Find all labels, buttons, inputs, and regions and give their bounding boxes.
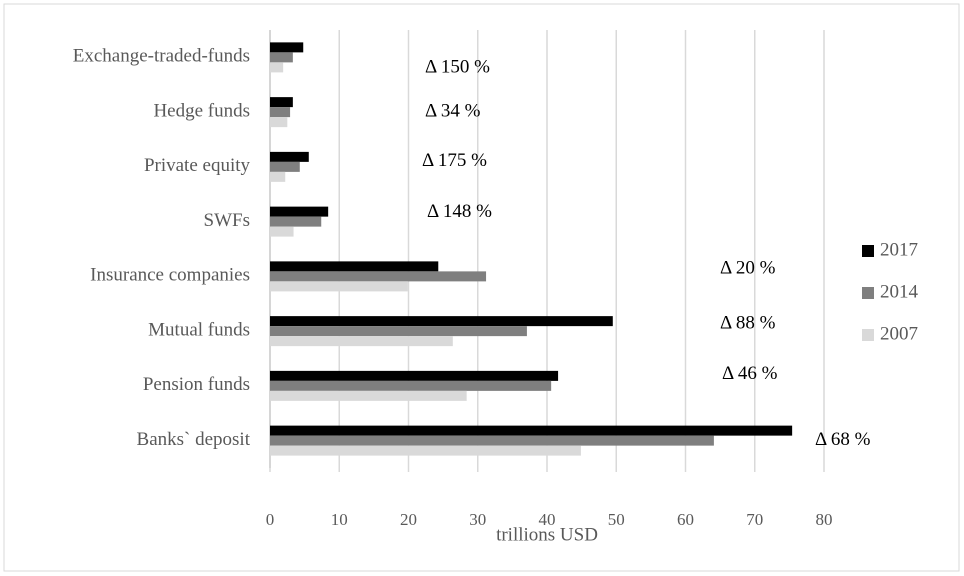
bar	[270, 171, 286, 182]
y-tick-label: Pension funds	[143, 374, 250, 395]
bar	[270, 216, 322, 227]
chart-frame	[3, 3, 960, 572]
bar	[270, 161, 300, 172]
legend-label: 2017	[880, 239, 918, 260]
x-tick-label: 50	[608, 510, 625, 529]
bar	[270, 380, 552, 391]
bar	[270, 97, 293, 108]
bar	[270, 226, 294, 237]
legend-label: 2014	[880, 281, 919, 302]
bar	[270, 52, 293, 63]
y-tick-label: Private equity	[144, 155, 251, 176]
legend-label: 2007	[880, 323, 918, 344]
bar	[270, 390, 467, 401]
legend-swatch	[862, 245, 874, 257]
bar	[270, 151, 309, 162]
annotation: Δ 20 %	[720, 258, 776, 279]
y-tick-label: Insurance companies	[90, 265, 250, 286]
bar	[270, 281, 408, 292]
x-tick-label: 10	[331, 510, 348, 529]
annotation: Δ 150 %	[425, 57, 490, 78]
y-tick-label: Exchange-traded-funds	[73, 46, 250, 67]
x-tick-label: 60	[677, 510, 694, 529]
y-tick-label: Banks` deposit	[137, 429, 251, 450]
bar	[270, 62, 284, 73]
legend-swatch	[862, 287, 874, 299]
bar	[270, 42, 304, 53]
annotation: Δ 175 %	[422, 150, 487, 171]
bar	[270, 206, 329, 217]
annotation: Δ 34 %	[425, 100, 481, 121]
bar	[270, 336, 453, 347]
x-tick-label: 80	[816, 510, 833, 529]
annotation: Δ 148 %	[427, 201, 492, 222]
annotation: Δ 68 %	[815, 429, 871, 450]
bar	[270, 271, 487, 282]
bar	[270, 435, 714, 446]
bar	[270, 370, 559, 381]
annotation: Δ 46 %	[722, 363, 778, 384]
x-tick-label: 0	[266, 510, 275, 529]
bar	[270, 316, 613, 327]
x-tick-label: 40	[539, 510, 556, 529]
annotation: Δ 88 %	[720, 312, 776, 333]
legend-swatch	[862, 329, 874, 341]
bar	[270, 326, 527, 337]
x-tick-label: 20	[400, 510, 417, 529]
bar	[270, 445, 581, 456]
bar	[270, 261, 439, 272]
bar	[270, 425, 793, 436]
bar	[270, 107, 291, 118]
y-tick-label: Hedge funds	[153, 100, 250, 121]
x-tick-label: 70	[746, 510, 763, 529]
y-tick-label: Mutual funds	[148, 319, 250, 340]
y-tick-label: SWFs	[204, 210, 250, 231]
bar	[270, 117, 288, 128]
x-tick-label: 30	[469, 510, 486, 529]
x-axis-title: trillions USD	[496, 524, 598, 545]
